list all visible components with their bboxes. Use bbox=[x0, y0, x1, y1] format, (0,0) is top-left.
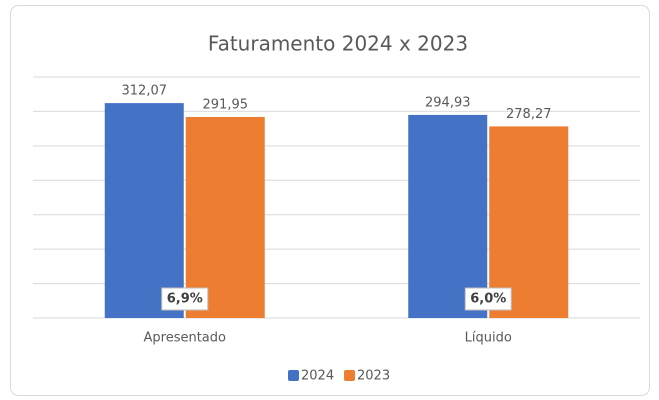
bar bbox=[104, 103, 184, 318]
annotation: 6,0% bbox=[470, 292, 506, 307]
annotation: 6,9% bbox=[167, 292, 203, 307]
x-tick-label: Líquido bbox=[465, 331, 512, 346]
annotation-box bbox=[161, 287, 209, 311]
bar bbox=[489, 126, 569, 318]
legend-swatch bbox=[288, 370, 299, 381]
data-label: 278,27 bbox=[506, 107, 552, 122]
legend-swatch bbox=[344, 370, 355, 381]
legend-label: 2023 bbox=[357, 369, 390, 384]
data-label: 291,95 bbox=[203, 97, 249, 112]
legend-label: 2024 bbox=[301, 369, 334, 384]
data-label: 294,93 bbox=[425, 95, 471, 110]
bar bbox=[185, 116, 265, 318]
annotation-box bbox=[464, 287, 512, 311]
x-tick-label: Apresentado bbox=[144, 331, 227, 346]
chart-title: Faturamento 2024 x 2023 bbox=[208, 32, 468, 56]
data-label: 312,07 bbox=[122, 84, 168, 99]
bar bbox=[408, 114, 488, 318]
